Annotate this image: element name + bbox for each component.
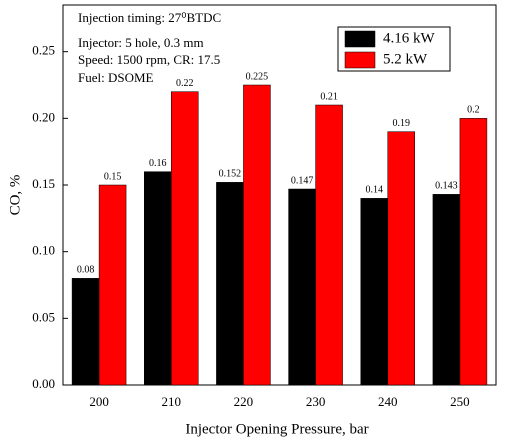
bar [98, 184, 127, 386]
data-label: 0.22 [176, 78, 194, 89]
annotation: Fuel: DSOME [78, 70, 154, 85]
y-axis-label: CO, % [7, 175, 23, 216]
bar [171, 91, 199, 386]
y-tick-label: 0.15 [32, 176, 55, 191]
bar [315, 104, 343, 386]
bar [144, 171, 172, 386]
annotation: Injector: 5 hole, 0.3 mm [78, 35, 204, 50]
data-label: 0.152 [219, 169, 242, 180]
legend-swatch [344, 30, 376, 48]
y-tick-label: 0.00 [32, 376, 55, 391]
data-label: 0.147 [291, 175, 314, 186]
y-tick-label: 0.10 [32, 243, 55, 258]
x-axis-label: Injector Opening Pressure, bar [185, 421, 368, 437]
x-tick-label: 220 [234, 394, 254, 409]
x-tick-label: 240 [378, 394, 398, 409]
bar [387, 131, 415, 386]
legend-label: 4.16 kW [383, 30, 436, 46]
data-label: 0.14 [366, 185, 384, 196]
y-tick-label: 0.20 [32, 109, 55, 124]
bar [216, 182, 244, 386]
data-label: 0.143 [435, 181, 458, 192]
x-tick-label: 200 [89, 394, 109, 409]
data-label: 0.19 [393, 118, 411, 129]
plot-frame [62, 4, 497, 386]
legend-label: 5.2 kW [383, 51, 428, 67]
data-label: 0.08 [77, 265, 95, 276]
legend-swatch [344, 51, 376, 69]
annotation: Speed: 1500 rpm, CR: 17.5 [78, 52, 220, 67]
x-tick-label: 250 [450, 394, 470, 409]
bar [459, 118, 488, 386]
annotation: Injection timing: 27⁰BTDC [78, 10, 221, 25]
bar [360, 198, 388, 386]
bar [243, 84, 271, 386]
y-tick-label: 0.05 [32, 309, 55, 324]
data-label: 0.2 [467, 105, 480, 116]
annotations: Injection timing: 27⁰BTDC Injector: 5 ho… [78, 10, 221, 85]
data-label: 0.225 [246, 71, 269, 82]
x-tick-label: 230 [306, 394, 326, 409]
y-tick-label: 0.25 [32, 43, 55, 58]
data-label: 0.21 [320, 91, 338, 102]
x-tick-label: 210 [162, 394, 182, 409]
bar [432, 194, 461, 386]
data-label: 0.16 [149, 158, 167, 169]
bar [288, 188, 316, 386]
data-label: 0.15 [104, 171, 122, 182]
bar [71, 278, 100, 386]
